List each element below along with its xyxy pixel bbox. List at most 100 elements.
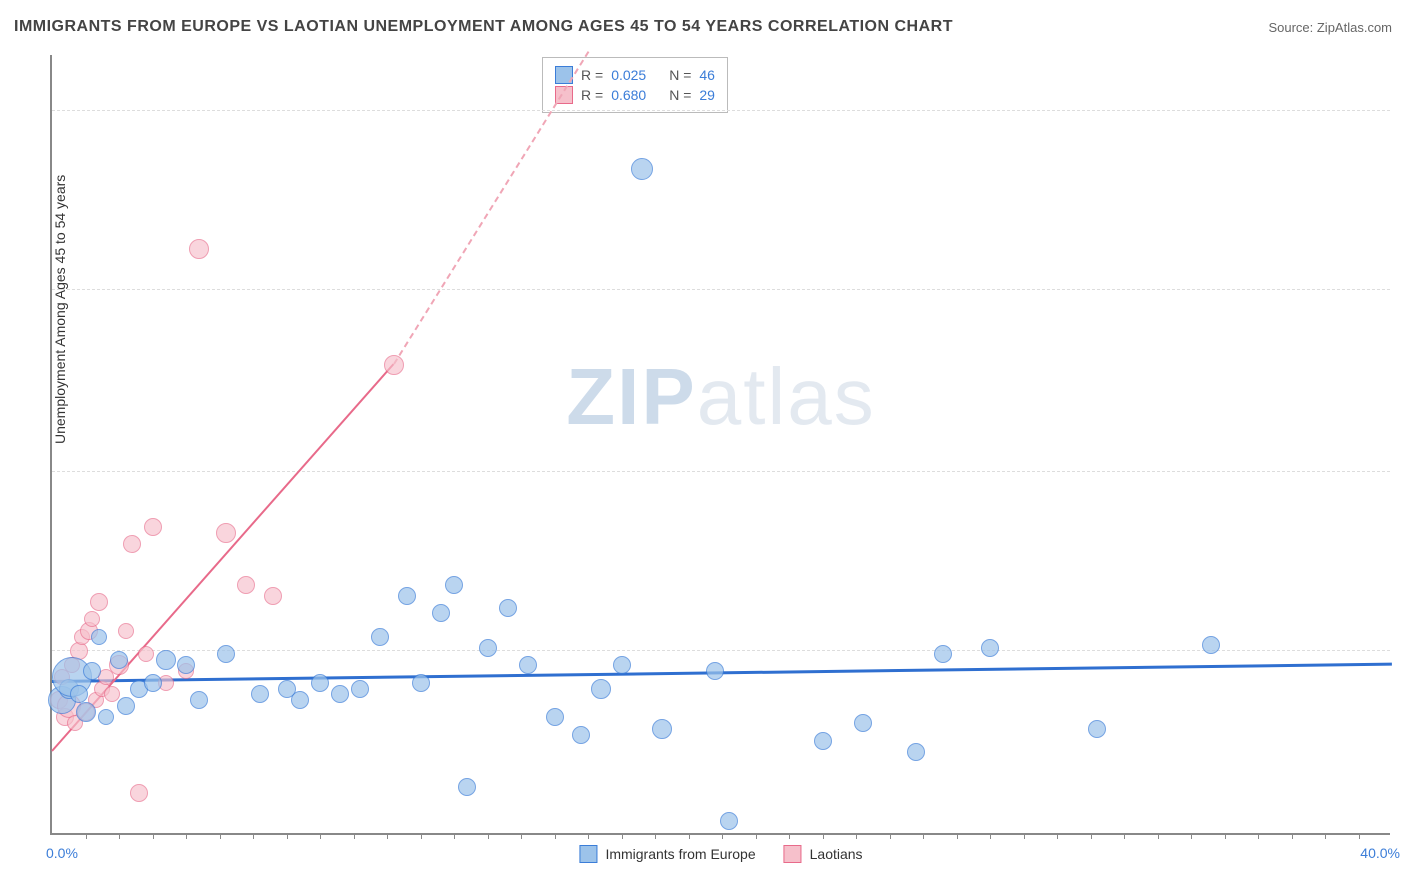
data-point: [519, 656, 537, 674]
legend-label: Immigrants from Europe: [605, 846, 755, 862]
data-point: [237, 576, 255, 594]
legend-swatch: [579, 845, 597, 863]
x-minor-tick: [454, 833, 455, 839]
gridline: [52, 650, 1390, 651]
x-minor-tick: [622, 833, 623, 839]
data-point: [432, 604, 450, 622]
data-point: [156, 650, 176, 670]
x-minor-tick: [488, 833, 489, 839]
trendline-extrapolated: [393, 51, 589, 364]
data-point: [546, 708, 564, 726]
data-point: [70, 685, 88, 703]
x-minor-tick: [588, 833, 589, 839]
data-point: [189, 239, 209, 259]
x-minor-tick: [86, 833, 87, 839]
data-point: [118, 623, 134, 639]
legend-row: R =0.680N =29: [555, 86, 715, 104]
data-point: [572, 726, 590, 744]
watermark-bold: ZIP: [566, 352, 696, 441]
data-point: [311, 674, 329, 692]
x-minor-tick: [689, 833, 690, 839]
data-point: [251, 685, 269, 703]
data-point: [499, 599, 517, 617]
x-minor-tick: [521, 833, 522, 839]
data-point: [591, 679, 611, 699]
series-legend: Immigrants from Europe Laotians: [579, 845, 862, 863]
data-point: [351, 680, 369, 698]
x-minor-tick: [220, 833, 221, 839]
x-minor-tick: [823, 833, 824, 839]
gridline: [52, 289, 1390, 290]
data-point: [854, 714, 872, 732]
data-point: [217, 645, 235, 663]
x-minor-tick: [1191, 833, 1192, 839]
x-minor-tick: [387, 833, 388, 839]
data-point: [331, 685, 349, 703]
data-point: [291, 691, 309, 709]
x-minor-tick: [186, 833, 187, 839]
watermark: ZIPatlas: [566, 351, 875, 443]
data-point: [907, 743, 925, 761]
x-minor-tick: [1225, 833, 1226, 839]
legend-label: Laotians: [810, 846, 863, 862]
x-minor-tick: [287, 833, 288, 839]
data-point: [190, 691, 208, 709]
data-point: [130, 784, 148, 802]
legend-item: Laotians: [784, 845, 863, 863]
data-point: [412, 674, 430, 692]
data-point: [613, 656, 631, 674]
chart-title: IMMIGRANTS FROM EUROPE VS LAOTIAN UNEMPL…: [14, 18, 953, 36]
data-point: [264, 587, 282, 605]
source-label: Source: ZipAtlas.com: [1268, 20, 1392, 35]
data-point: [371, 628, 389, 646]
x-minor-tick: [789, 833, 790, 839]
x-minor-tick: [1024, 833, 1025, 839]
data-point: [84, 611, 100, 627]
data-point: [706, 662, 724, 680]
data-point: [91, 629, 107, 645]
x-minor-tick: [119, 833, 120, 839]
x-minor-tick: [1057, 833, 1058, 839]
gridline: [52, 471, 1390, 472]
data-point: [76, 702, 96, 722]
x-minor-tick: [990, 833, 991, 839]
x-minor-tick: [555, 833, 556, 839]
data-point: [720, 812, 738, 830]
x-minor-tick: [722, 833, 723, 839]
x-minor-tick: [354, 833, 355, 839]
data-point: [123, 535, 141, 553]
x-minor-tick: [1292, 833, 1293, 839]
x-minor-tick: [1091, 833, 1092, 839]
data-point: [110, 651, 128, 669]
data-point: [814, 732, 832, 750]
watermark-light: atlas: [697, 352, 876, 441]
gridline: [52, 110, 1390, 111]
x-minor-tick: [253, 833, 254, 839]
data-point: [144, 674, 162, 692]
data-point: [384, 355, 404, 375]
x-minor-tick: [856, 833, 857, 839]
data-point: [981, 639, 999, 657]
x-minor-tick: [320, 833, 321, 839]
correlation-legend: R =0.025N =46R =0.680N =29: [542, 57, 728, 113]
y-axis-label: Unemployment Among Ages 45 to 54 years: [52, 175, 68, 444]
x-minor-tick: [421, 833, 422, 839]
data-point: [144, 518, 162, 536]
x-minor-tick: [1158, 833, 1159, 839]
x-minor-tick: [655, 833, 656, 839]
data-point: [90, 593, 108, 611]
data-point: [216, 523, 236, 543]
data-point: [652, 719, 672, 739]
x-max-label: 40.0%: [1360, 845, 1400, 861]
x-minor-tick: [957, 833, 958, 839]
x-minor-tick: [756, 833, 757, 839]
data-point: [83, 662, 101, 680]
x-minor-tick: [153, 833, 154, 839]
x-origin-label: 0.0%: [46, 845, 78, 861]
legend-item: Immigrants from Europe: [579, 845, 755, 863]
x-minor-tick: [923, 833, 924, 839]
legend-swatch: [784, 845, 802, 863]
data-point: [934, 645, 952, 663]
chart-area: Unemployment Among Ages 45 to 54 years Z…: [50, 55, 1390, 835]
x-minor-tick: [1325, 833, 1326, 839]
